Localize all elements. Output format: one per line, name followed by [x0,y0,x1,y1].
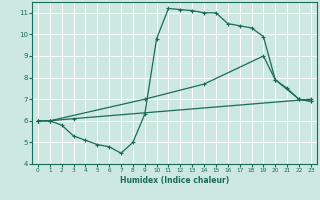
X-axis label: Humidex (Indice chaleur): Humidex (Indice chaleur) [120,176,229,185]
